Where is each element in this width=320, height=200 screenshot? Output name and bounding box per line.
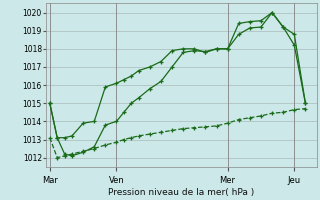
X-axis label: Pression niveau de la mer( hPa ): Pression niveau de la mer( hPa ) (108, 188, 254, 197)
